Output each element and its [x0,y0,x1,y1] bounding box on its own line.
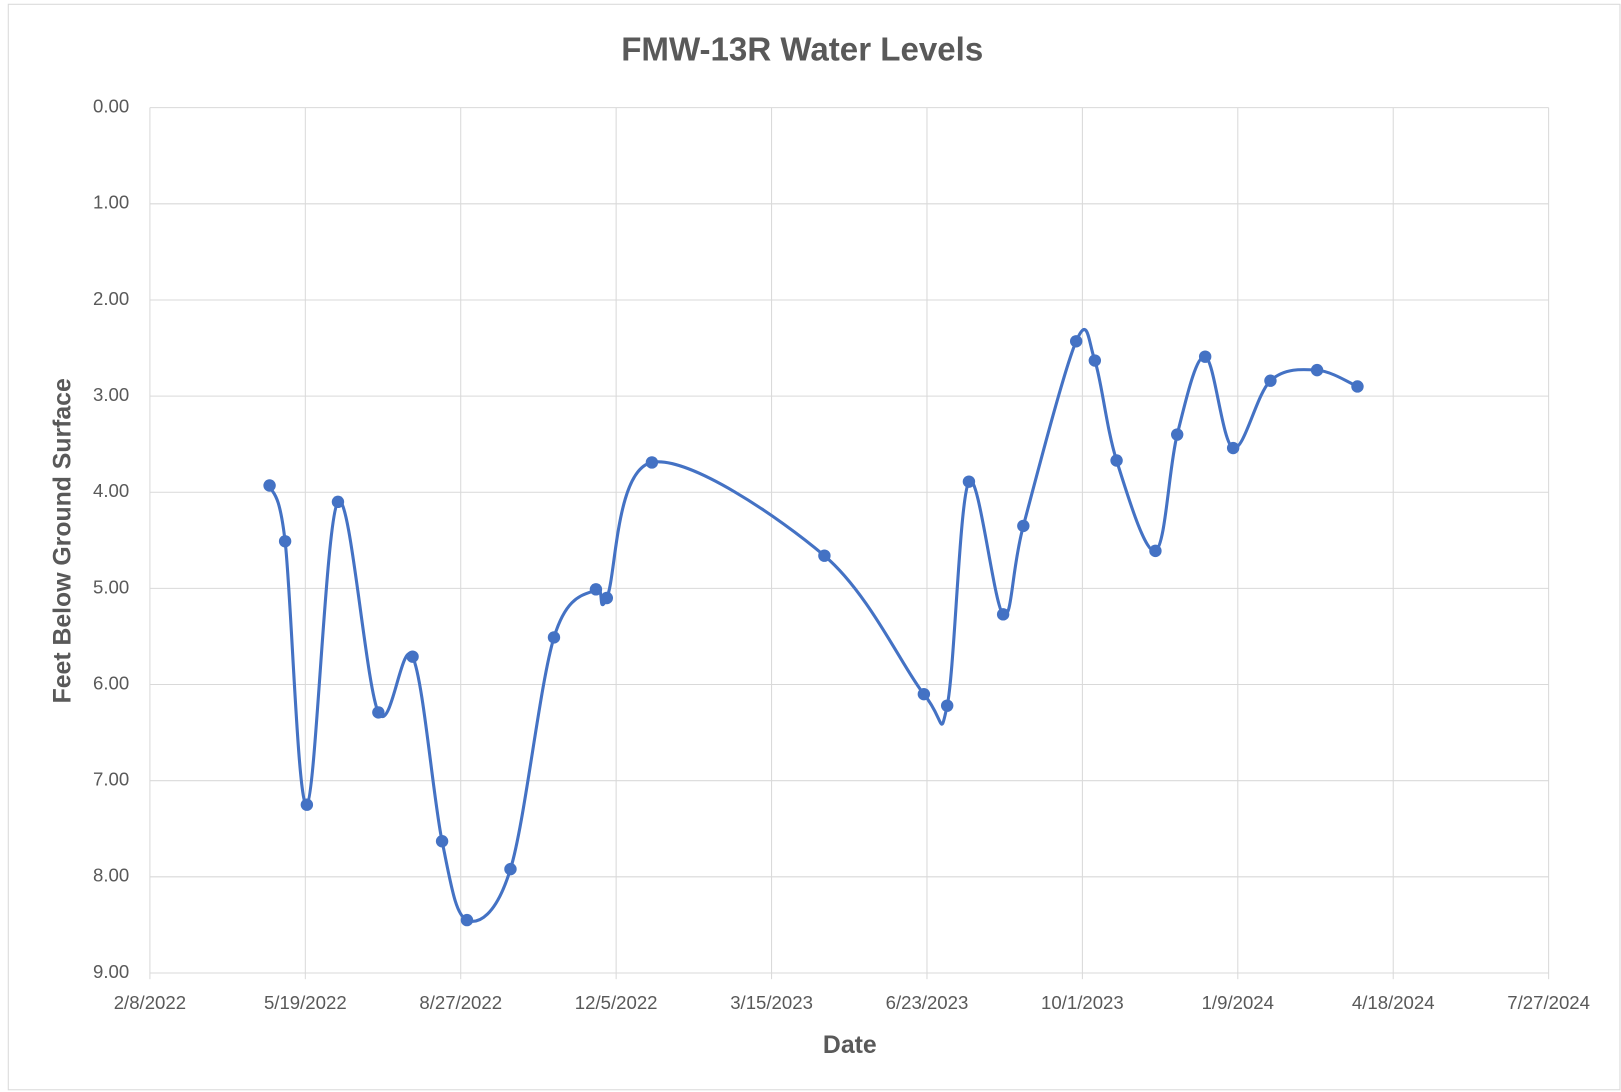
x-tick-label: 3/15/2023 [730,992,813,1013]
x-tick-label: 10/1/2023 [1041,992,1124,1013]
data-point [300,798,314,811]
x-tick-label: 6/23/2023 [886,992,969,1013]
data-point [435,835,449,848]
data-point [1017,519,1030,533]
y-tick-label: 4.00 [93,480,129,501]
data-point [1310,363,1324,377]
data-point [1110,454,1123,467]
data-point [263,479,276,492]
x-tick-label: 8/27/2022 [419,992,502,1013]
y-axis-label: Feet Below Ground Surface [50,378,77,703]
data-point [372,706,385,719]
y-tick-label: 5.00 [93,576,129,597]
y-tick-label: 8.00 [93,865,129,886]
y-tick-label: 3.00 [93,384,129,405]
data-point [917,687,931,701]
data-point [600,591,614,605]
y-tick-label: 7.00 [93,769,129,790]
data-point [406,650,419,663]
data-point [460,913,474,927]
x-tick-label: 7/27/2024 [1507,992,1590,1013]
data-point [1351,380,1364,393]
x-tick-label: 12/5/2022 [575,992,658,1013]
data-point [504,862,517,876]
data-point [589,583,603,596]
data-point [278,535,292,548]
data-point [547,631,561,644]
x-axis-label: Date [823,1032,877,1059]
x-tick-label: 4/18/2024 [1352,992,1435,1013]
data-point [1149,544,1162,558]
series-line [268,328,1359,923]
chart-title: FMW-13R Water Levels [621,32,983,69]
y-tick-label: 1.00 [93,192,129,213]
data-point [818,549,831,562]
x-tick-label: 5/19/2022 [264,992,347,1013]
y-tick-label: 9.00 [93,961,129,982]
y-tick-label: 6.00 [93,672,129,693]
data-point [1170,428,1184,441]
y-tick-label: 2.00 [93,288,129,309]
data-point [645,456,659,469]
x-tick-label: 2/8/2022 [114,992,186,1013]
data-point [962,475,976,488]
data-point [1088,354,1102,367]
data-point [1069,335,1083,348]
data-point [1198,350,1212,363]
data-point [940,699,954,712]
data-point [996,608,1010,621]
y-tick-label: 0.00 [93,96,129,117]
data-point [1264,374,1277,387]
data-point [331,495,345,509]
x-tick-label: 1/9/2024 [1202,992,1274,1013]
data-point [1226,441,1240,455]
